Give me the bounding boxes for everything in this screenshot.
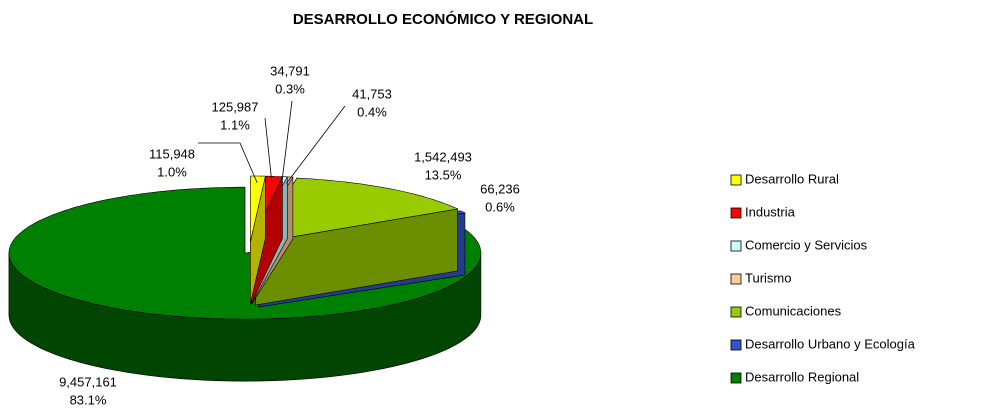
slice-top (255, 177, 459, 244)
legend: Desarrollo Rural Industria Comercio y Serv… (730, 171, 916, 384)
legend-label: Desarrollo Rural (745, 171, 839, 186)
value-label: 9,457,161 (59, 374, 117, 389)
percent-label: 1.1% (220, 117, 250, 132)
percent-label: 0.6% (485, 199, 515, 214)
legend-label: Industria (745, 204, 796, 219)
legend-swatch (730, 240, 742, 252)
value-label: 66,236 (480, 181, 520, 196)
percent-label: 1.0% (157, 164, 187, 179)
slice (249, 175, 266, 305)
legend-swatch (730, 306, 742, 318)
leader-line (198, 142, 258, 183)
percent-label: 0.4% (357, 104, 387, 119)
slice-top (249, 175, 266, 243)
value-label: 1,542,493 (414, 149, 472, 164)
value-label: 115,948 (149, 146, 195, 161)
legend-swatch (730, 207, 742, 219)
value-label: 125,987 (212, 99, 259, 114)
pie (8, 175, 482, 382)
percent-label: 0.3% (275, 81, 305, 96)
percent-label: 13.5% (425, 167, 462, 182)
legend-swatch (730, 174, 742, 186)
leader-line (264, 117, 273, 183)
value-label: 34,791 (270, 63, 310, 78)
value-label: 41,753 (352, 86, 392, 101)
percent-label: 83.1% (70, 392, 107, 407)
legend-label: Comercio y Servicios (745, 237, 868, 252)
legend-swatch (730, 273, 742, 285)
legend-label: Comunicaciones (745, 303, 842, 318)
labels: 115,948 1.0% 125,987 1.1% 34,791 0.3% 41,753 0.… (59, 63, 520, 407)
legend-swatch (730, 372, 742, 384)
leader-line (286, 105, 346, 184)
legend-label: Desarrollo Urbano y Ecología (745, 336, 916, 351)
legend-label: Turismo (745, 270, 791, 285)
chart-title: DESARROLLO ECONÓMICO Y REGIONAL (293, 10, 593, 28)
legend-swatch (730, 339, 742, 351)
leader-line (281, 100, 293, 184)
legend-label: Desarrollo Regional (745, 369, 859, 384)
